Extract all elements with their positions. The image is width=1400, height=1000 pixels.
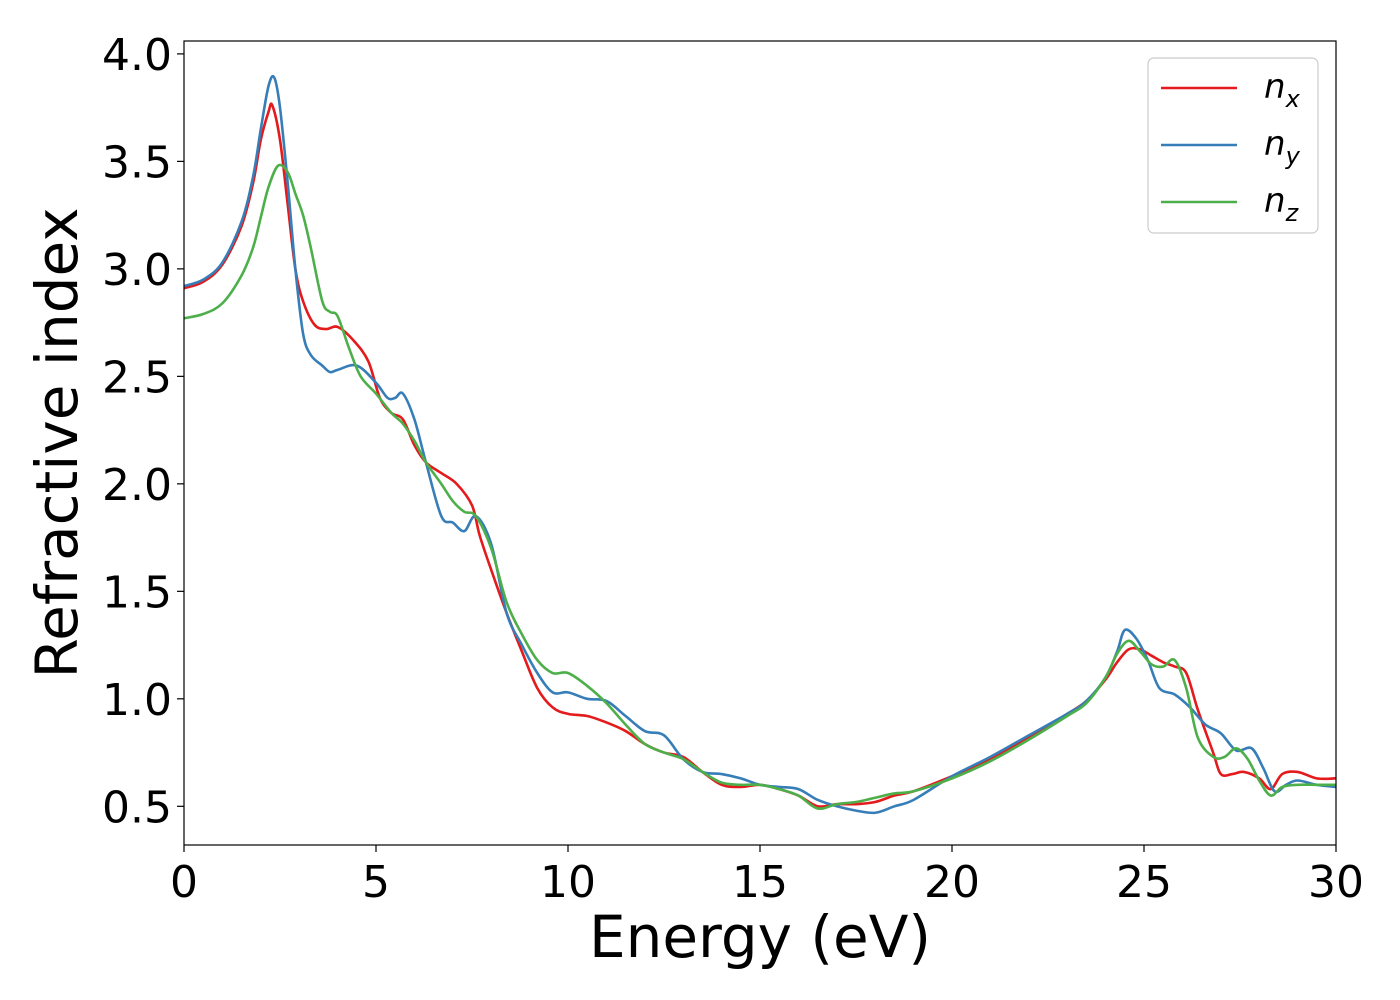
legend-label-n-y: ny (1264, 124, 1301, 170)
legend-label-n-x: nx (1264, 67, 1301, 113)
legend-label-main: n (1264, 124, 1286, 164)
y-tick-label: 0.5 (102, 782, 172, 833)
legend-label-main: n (1264, 181, 1286, 221)
x-tick-label: 20 (924, 857, 980, 908)
legend-label-main: n (1264, 67, 1286, 107)
x-axis-title: Energy (eV) (589, 903, 931, 971)
y-tick-label: 1.5 (102, 567, 172, 618)
plot-area (184, 41, 1336, 845)
x-axis-ticks: 0 5 10 15 20 25 30 (170, 845, 1364, 908)
x-tick-label: 5 (362, 857, 390, 908)
y-tick-label: 1.0 (102, 675, 172, 726)
legend-label-subscript: y (1285, 142, 1301, 170)
legend-label-subscript: x (1285, 85, 1301, 113)
y-tick-label: 2.0 (102, 460, 172, 511)
y-tick-label: 2.5 (102, 352, 172, 403)
y-tick-label: 3.5 (102, 137, 172, 188)
series-line-n-z (184, 163, 1336, 811)
y-axis-ticks: 0.5 1.0 1.5 2.0 2.5 3.0 3.5 4.0 (102, 30, 184, 833)
y-tick-label: 3.0 (102, 245, 172, 296)
x-tick-label: 10 (540, 857, 596, 908)
x-tick-label: 0 (170, 857, 198, 908)
series-line-n-y (184, 74, 1336, 815)
x-tick-label: 15 (732, 857, 788, 908)
x-tick-label: 25 (1116, 857, 1172, 908)
legend-label-n-z: nz (1264, 181, 1300, 227)
legend-label-subscript: z (1285, 199, 1300, 227)
x-tick-label: 30 (1308, 857, 1364, 908)
y-axis-title: Refractive index (23, 207, 91, 678)
y-tick-label: 4.0 (102, 30, 172, 81)
series-group (184, 74, 1336, 815)
